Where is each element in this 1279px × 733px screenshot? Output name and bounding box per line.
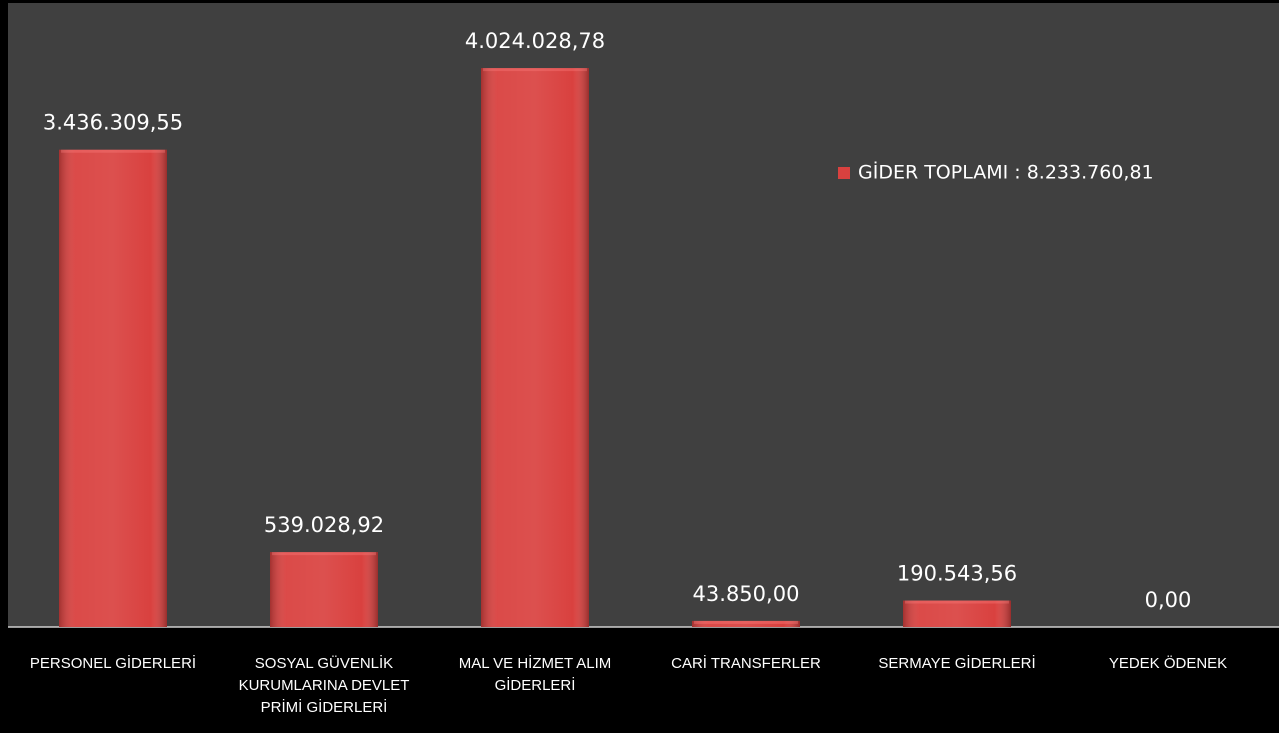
x-tick-label: SOSYAL GÜVENLİK KURUMLARINA DEVLET PRİMİ… [238, 655, 410, 716]
value-label: 3.436.309,55 [43, 111, 183, 135]
x-tick-label: YEDEK ÖDENEK [1108, 655, 1228, 672]
x-tick-label: MAL VE HİZMET ALIM GİDERLERİ [458, 655, 612, 694]
value-label: 4.024.028,78 [465, 29, 605, 53]
x-tick-label: PERSONEL GİDERLERİ [29, 655, 197, 672]
bar-bevel [694, 620, 798, 624]
bar-bevel [483, 68, 587, 72]
bar-shade [270, 552, 378, 627]
bar-bevel [272, 552, 376, 556]
value-label: 0,00 [1145, 588, 1192, 612]
bar-shade [481, 68, 589, 627]
bar-shade [903, 600, 1011, 627]
legend-label: GİDER TOPLAMI : 8.233.760,81 [858, 161, 1154, 184]
value-label: 539.028,92 [264, 513, 384, 537]
x-tick-label: CARİ TRANSFERLER [671, 655, 821, 672]
legend-swatch [838, 167, 850, 179]
bar-shade [692, 620, 800, 627]
bar-bevel [905, 600, 1009, 604]
value-label: 43.850,00 [693, 582, 800, 606]
value-label: 190.543,56 [897, 562, 1017, 586]
x-tick-label: SERMAYE GİDERLERİ [878, 655, 1036, 672]
bar-shade [59, 149, 167, 627]
bar-bevel [61, 149, 165, 153]
plot-area [8, 3, 1279, 627]
